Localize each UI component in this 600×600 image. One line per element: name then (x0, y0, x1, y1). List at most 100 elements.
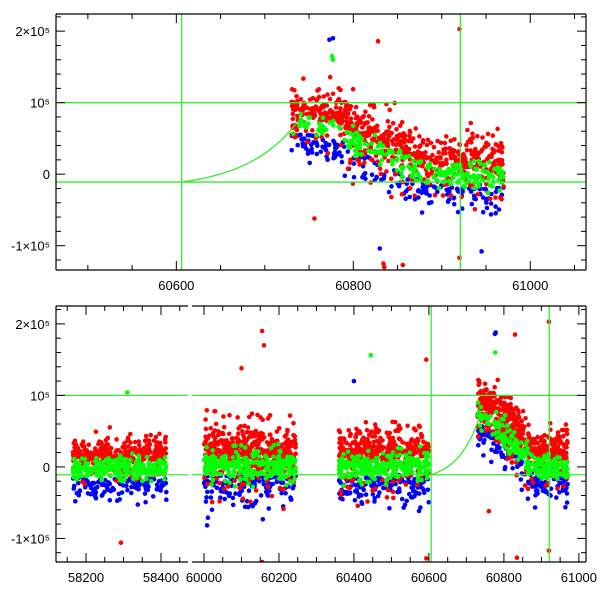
red-data-point (210, 430, 216, 436)
red-data-point (378, 438, 383, 444)
red-data-point (409, 438, 414, 444)
blue-data-point (354, 488, 359, 493)
red-data-point (284, 443, 289, 448)
blue-data-point (496, 207, 502, 212)
red-data-point (564, 427, 570, 433)
red-data-point (265, 416, 271, 421)
red-data-point (399, 120, 405, 125)
red-data-point (441, 151, 446, 156)
y-tick-label: 2×10⁵ (15, 24, 50, 39)
green-data-point (461, 183, 466, 189)
blue-data-point (489, 459, 494, 465)
red-data-point (412, 144, 418, 149)
green-data-point (406, 154, 412, 159)
green-data-point (450, 162, 455, 168)
blue-data-point (205, 515, 211, 520)
red-data-point (465, 127, 470, 133)
red-data-point (425, 172, 430, 177)
red-data-point (428, 140, 434, 146)
blue-data-point (342, 173, 348, 179)
red-data-point (463, 159, 469, 164)
red-data-point (101, 451, 107, 457)
red-data-point (162, 447, 167, 453)
blue-data-point (242, 504, 248, 510)
blue-data-point (288, 497, 294, 502)
red-data-point (202, 475, 207, 481)
red-data-point (431, 144, 437, 150)
red-data-point (530, 480, 536, 486)
red-data-point (219, 430, 224, 436)
green-data-point (223, 478, 228, 484)
red-data-point (438, 154, 443, 160)
red-data-point (408, 138, 414, 144)
blue-data-point (493, 204, 498, 209)
green-data-point (330, 57, 336, 63)
green-data-point (99, 477, 105, 483)
green-data-point (389, 158, 395, 163)
red-data-point (384, 169, 389, 174)
red-data-point (522, 483, 528, 488)
red-data-point (519, 418, 524, 424)
red-data-point (236, 431, 241, 436)
blue-data-point (352, 497, 358, 503)
red-data-point (218, 451, 224, 457)
blue-data-point (92, 492, 97, 498)
red-data-point (236, 426, 241, 431)
red-data-point (470, 131, 475, 136)
green-data-point (271, 454, 276, 460)
red-data-point (547, 420, 553, 426)
red-data-point (375, 128, 380, 133)
red-data-point (385, 487, 391, 493)
blue-data-point (331, 138, 336, 144)
red-data-point (563, 444, 569, 450)
blue-data-point (218, 495, 223, 501)
green-data-point (541, 454, 547, 460)
red-data-point (239, 481, 244, 487)
blue-data-point (519, 461, 524, 467)
red-data-point (368, 157, 374, 162)
red-data-point (144, 448, 150, 453)
green-data-point (123, 457, 129, 462)
red-data-point (378, 171, 384, 177)
red-data-point (125, 444, 131, 449)
green-data-point (237, 458, 243, 463)
green-data-point (390, 450, 396, 455)
red-data-point (521, 424, 527, 430)
red-data-point (368, 145, 374, 150)
red-data-point (375, 38, 381, 44)
green-data-point (357, 139, 363, 144)
red-data-point (290, 116, 296, 122)
green-data-point (210, 448, 215, 453)
green-data-point (276, 455, 281, 461)
blue-data-point (416, 491, 422, 496)
green-data-point (352, 153, 358, 159)
blue-data-point (488, 201, 494, 206)
x-tick-label: 60600 (158, 278, 194, 293)
green-data-point (161, 476, 167, 482)
red-data-point (163, 440, 168, 445)
green-data-point (451, 172, 456, 178)
red-data-point (373, 425, 379, 431)
green-data-point (292, 476, 297, 481)
blue-data-point (338, 480, 343, 486)
blue-data-point (143, 499, 148, 505)
green-data-point (150, 462, 155, 468)
red-data-point (424, 357, 429, 362)
blue-data-point (480, 209, 486, 215)
blue-data-point (491, 441, 496, 446)
red-data-point (344, 119, 349, 124)
red-data-point (557, 438, 562, 444)
green-data-point (210, 477, 216, 483)
red-data-point (390, 489, 396, 495)
green-data-point (264, 460, 270, 466)
green-data-point (250, 454, 256, 460)
x-tick-label: 60600 (411, 570, 447, 585)
red-data-point (330, 91, 336, 97)
top-panel: 60600 60800 61000 2×10⁵ 10⁵ 0 -1×10⁵ (11, 13, 587, 293)
red-data-point (448, 138, 454, 144)
red-data-point (203, 417, 208, 422)
blue-data-point (361, 487, 367, 493)
red-data-point (203, 438, 209, 443)
green-data-point (416, 173, 422, 179)
red-data-point (118, 450, 123, 455)
